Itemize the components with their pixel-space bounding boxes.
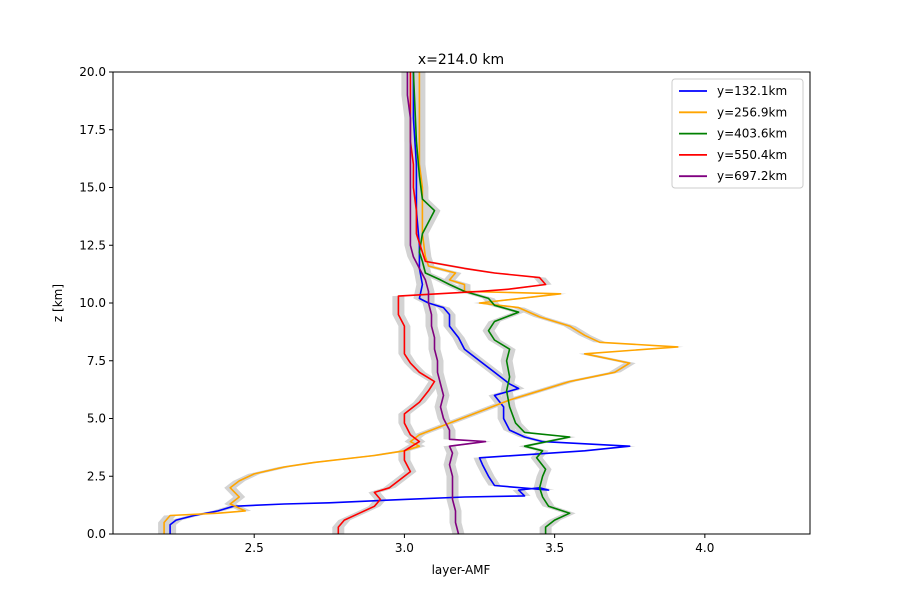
series-line-3 [412, 71, 571, 534]
legend-entry-2: y=256.9km [717, 105, 787, 119]
x-tick-label: 3.0 [395, 541, 414, 555]
x-tick-label: 2.5 [245, 541, 264, 555]
legend: y=132.1km y=256.9km y=403.6km y=550.4km y=69… [671, 78, 804, 189]
y-axis-label: z [km] [51, 284, 65, 322]
series-line-2 [163, 72, 679, 534]
y-tick-label: 7.5 [87, 354, 106, 368]
y-tick-label: 15.0 [79, 181, 106, 195]
y-tick-label: 10.0 [79, 296, 106, 310]
uncertainty-band-4 [332, 72, 552, 534]
series-line-5 [406, 72, 487, 535]
x-axis-label: layer-AMF [432, 563, 491, 577]
legend-entry-5: y=697.2km [717, 169, 787, 183]
legend-entry-1: y=132.1km [717, 84, 787, 98]
x-tick-label: 4.0 [695, 541, 714, 555]
series-line-1 [169, 72, 631, 534]
x-axis-ticks: 2.5 3.0 3.5 4.0 [245, 534, 714, 555]
y-tick-label: 5.0 [87, 412, 106, 426]
series-line-4 [337, 72, 547, 534]
y-axis-ticks: 0.0 2.5 5.0 7.5 10.0 12.5 15.0 17.5 20.0 [79, 65, 113, 541]
legend-entry-4: y=550.4km [717, 148, 787, 162]
x-tick-label: 3.5 [545, 541, 564, 555]
legend-entry-3: y=403.6km [717, 127, 787, 141]
y-tick-label: 17.5 [79, 123, 106, 137]
uncertainty-bands [158, 72, 684, 534]
y-tick-label: 20.0 [79, 65, 106, 79]
series-lines [163, 71, 679, 535]
y-tick-label: 12.5 [79, 238, 106, 252]
y-tick-label: 0.0 [87, 527, 106, 541]
y-tick-label: 2.5 [87, 469, 106, 483]
legend-box [671, 78, 804, 189]
chart-title: x=214.0 km [418, 52, 504, 68]
